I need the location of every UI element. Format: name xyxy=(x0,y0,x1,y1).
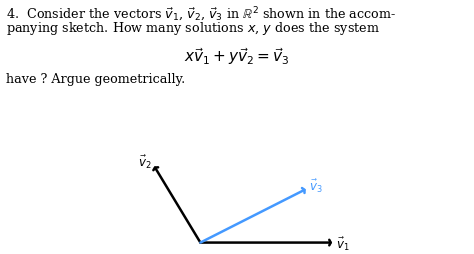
Text: $x\vec{v}_1 + y\vec{v}_2 = \vec{v}_3$: $x\vec{v}_1 + y\vec{v}_2 = \vec{v}_3$ xyxy=(184,46,290,67)
Text: $\vec{v}_3$: $\vec{v}_3$ xyxy=(310,178,323,195)
Text: have ? Argue geometrically.: have ? Argue geometrically. xyxy=(6,73,185,86)
Text: 4.  Consider the vectors $\vec{v}_1$, $\vec{v}_2$, $\vec{v}_3$ in $\mathbb{R}^2$: 4. Consider the vectors $\vec{v}_1$, $\v… xyxy=(6,5,397,23)
Text: $\vec{v}_1$: $\vec{v}_1$ xyxy=(336,235,349,253)
Text: $\vec{v}_2$: $\vec{v}_2$ xyxy=(138,154,152,171)
Text: panying sketch. How many solutions $x$, $y$ does the system: panying sketch. How many solutions $x$, … xyxy=(6,20,380,37)
